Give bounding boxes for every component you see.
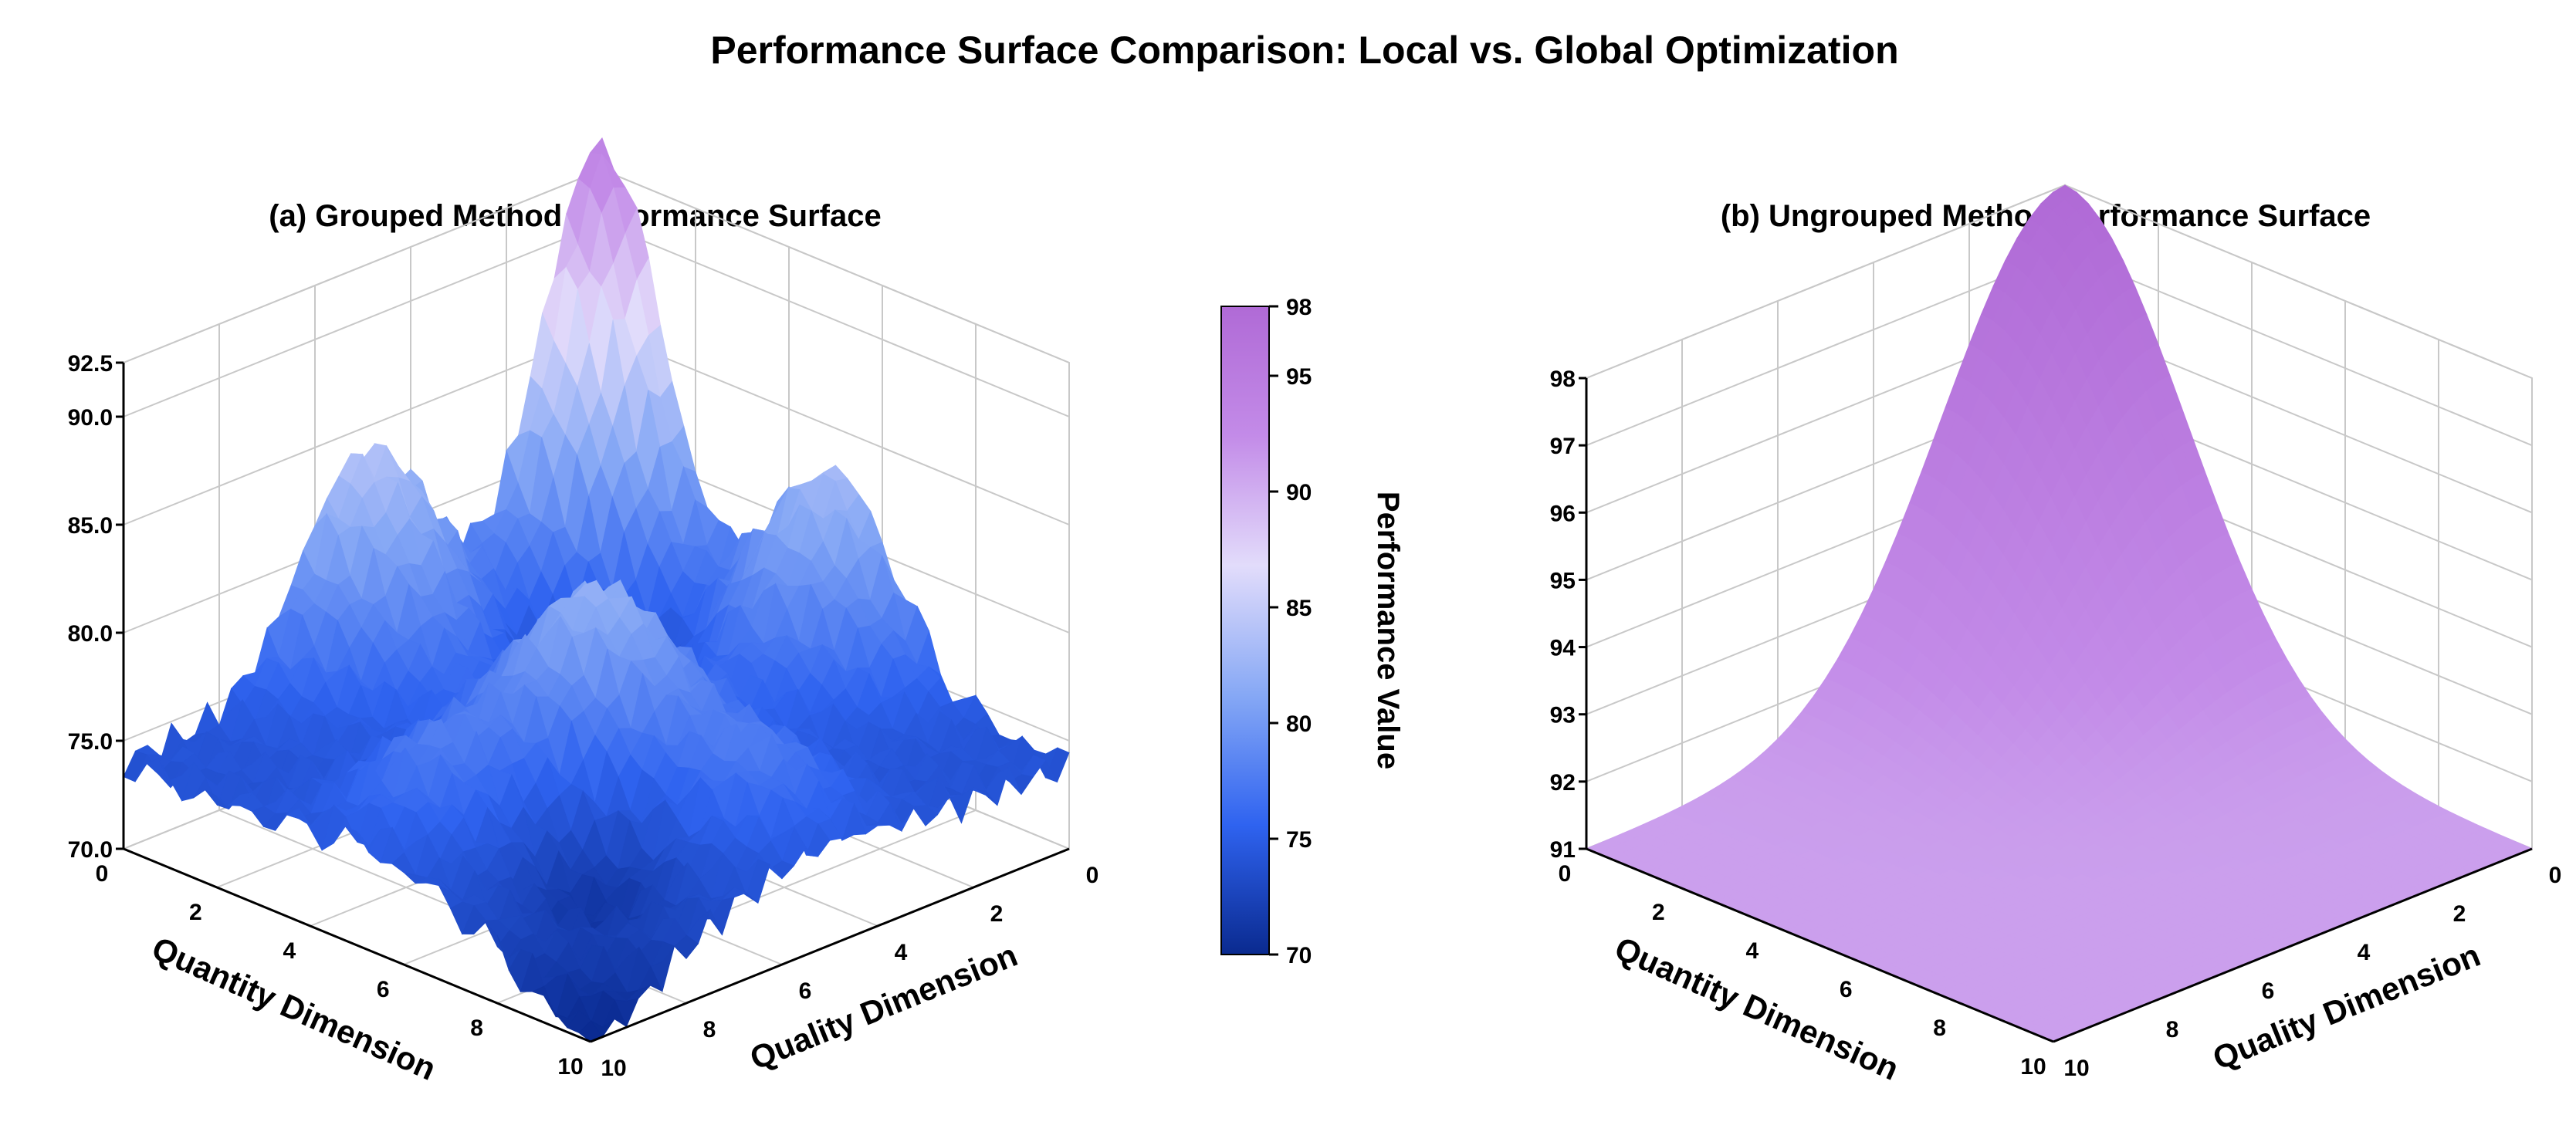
colorbar-ticks: 70 75 80 85 90 95 98 <box>1269 295 1312 968</box>
z-tick-label: 70.0 <box>68 837 113 863</box>
panel-a-ylabel: Quality Dimension <box>745 937 1022 1077</box>
x-tick-label: 4 <box>1745 938 1759 964</box>
z-tick-label: 98 <box>1550 367 1576 392</box>
panel-a-surface <box>123 137 1070 1042</box>
panel-a: (a) Grouped Method Performance Surface 7… <box>68 137 1099 1087</box>
panel-b-surface <box>1585 184 2534 1042</box>
z-tick-label: 93 <box>1550 703 1576 728</box>
y-tick-label: 4 <box>2358 940 2371 965</box>
x-tick-label: 8 <box>1933 1015 1946 1041</box>
colorbar-tick-label: 75 <box>1286 827 1312 853</box>
z-tick-label: 92 <box>1550 770 1576 796</box>
y-tick-label: 6 <box>2262 978 2275 1004</box>
colorbar-label: Performance Value <box>1371 492 1405 769</box>
y-tick-label: 0 <box>1086 863 1099 888</box>
panel-a-axes <box>122 363 1070 1043</box>
x-axis-line <box>1586 847 2054 1043</box>
z-tick-label: 85.0 <box>68 513 113 539</box>
y-tick-label: 8 <box>2166 1017 2179 1042</box>
panel-b-ticks: 91 92 93 94 95 96 97 98 0 2 4 6 8 10 0 2 4 6 8 10 <box>1550 367 2562 1081</box>
panel-a-ticks: 70.0 75.0 80.0 85.0 90.0 92.5 0 2 4 6 8 10 0 2 4 6 8 10 <box>68 351 1099 1081</box>
colorbar-tick-label: 95 <box>1286 364 1312 390</box>
y-tick-label: 10 <box>2063 1056 2089 1081</box>
colorbar-tick-label: 80 <box>1286 711 1312 737</box>
y-tick-label: 2 <box>990 901 1004 927</box>
colorbar-tick-label: 98 <box>1286 295 1312 320</box>
colorbar-tick-label: 70 <box>1286 943 1312 968</box>
y-tick-label: 10 <box>601 1056 626 1081</box>
z-tick-label: 91 <box>1550 837 1576 863</box>
colorbar: 70 75 80 85 90 95 98 Performance Value <box>1220 295 1405 968</box>
colorbar-tick-label: 85 <box>1286 596 1312 621</box>
panel-b-axes <box>1585 378 2533 1043</box>
x-tick-label: 0 <box>1559 861 1572 887</box>
z-tick-label: 80.0 <box>68 621 113 647</box>
z-tick-label: 75.0 <box>68 729 113 755</box>
x-tick-label: 2 <box>189 900 202 925</box>
x-tick-label: 6 <box>1840 977 1853 1002</box>
y-axis-line <box>2053 847 2533 1043</box>
colorbar-tick-label: 90 <box>1286 480 1312 505</box>
x-tick-label: 8 <box>470 1015 483 1041</box>
y-tick-label: 2 <box>2453 901 2466 927</box>
x-axis-line <box>123 847 591 1043</box>
z-tick-label: 92.5 <box>68 351 113 377</box>
z-tick-label: 95 <box>1550 568 1576 593</box>
y-tick-label: 8 <box>703 1017 716 1042</box>
y-tick-label: 0 <box>2549 863 2562 888</box>
x-tick-label: 2 <box>1652 900 1665 925</box>
x-tick-label: 4 <box>283 938 296 964</box>
y-tick-label: 6 <box>799 978 812 1004</box>
x-tick-label: 10 <box>557 1054 583 1080</box>
y-tick-label: 4 <box>895 940 908 965</box>
colorbar-gradient <box>1220 306 1270 955</box>
z-tick-label: 90.0 <box>68 405 113 431</box>
panel-b: (b) Ungrouped Method Performance Surface… <box>1550 184 2562 1087</box>
z-tick-label: 96 <box>1550 501 1576 526</box>
x-tick-label: 0 <box>96 861 109 887</box>
y-axis-line <box>590 847 1070 1043</box>
z-tick-label: 97 <box>1550 434 1576 459</box>
x-tick-label: 6 <box>377 977 390 1002</box>
x-tick-label: 10 <box>2020 1054 2046 1080</box>
figure-title: Performance Surface Comparison: Local vs… <box>710 29 1898 72</box>
z-tick-label: 94 <box>1550 636 1576 661</box>
